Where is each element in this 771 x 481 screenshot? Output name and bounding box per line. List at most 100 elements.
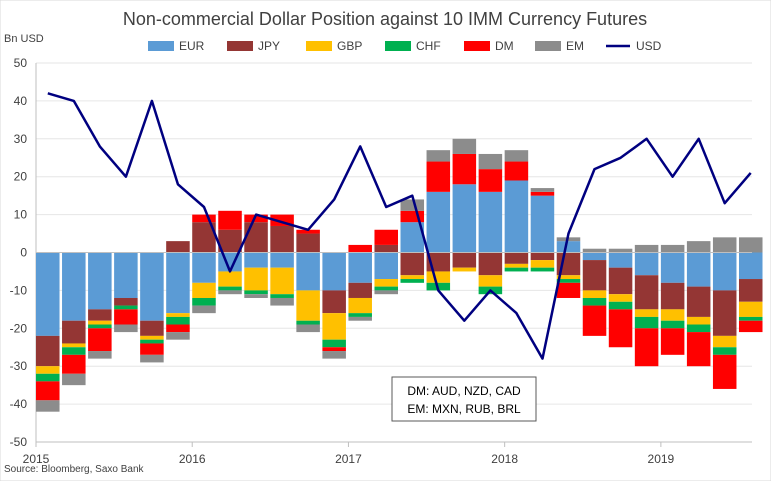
bar-chf [192,297,216,306]
legend-swatch-gbp [306,41,332,51]
y-tick-label: -30 [10,359,28,373]
bar-chf [114,305,138,310]
bar-dm [114,309,138,325]
bar-chf [634,316,659,329]
bar-jpy [140,320,164,336]
bar-dm [322,347,346,352]
bar-dm [270,214,294,226]
y-tick-label: 0 [20,246,27,260]
bar-dm [634,328,659,367]
bar-eur [296,252,320,291]
y-tick-label: -20 [10,321,28,335]
bar-em [400,199,425,211]
x-tick-label: 2018 [491,452,518,466]
bar-jpy [322,290,346,314]
stacked-bars [36,138,763,412]
bar-em [660,244,685,253]
bar-chf [36,373,60,382]
y-tick-label: -50 [10,435,28,449]
bar-eur [244,252,268,268]
bar-gbp [400,275,425,280]
bar-em [36,400,60,412]
bar-eur [166,252,190,314]
bar-em [712,237,737,253]
annotation-frame [391,376,537,422]
y-tick-label: 10 [14,208,28,222]
bar-gbp [556,275,581,280]
bar-chf [504,267,529,272]
bar-gbp [322,313,346,340]
bar-chf [88,324,112,329]
bar-jpy [686,286,711,317]
x-axis: 2015 2016 2017 2018 2019 [23,441,752,466]
bar-em [504,150,529,162]
bar-gbp [166,313,190,317]
legend: EUR JPY GBP CHF DM EM USD [148,39,662,53]
bar-jpy [218,229,242,253]
x-tick-label: 2015 [23,452,50,466]
bar-chf [322,339,346,348]
bar-gbp [192,282,216,298]
bar-chf [62,347,86,355]
bar-jpy [348,282,372,298]
bar-jpy [660,282,685,310]
bar-jpy [634,275,659,310]
bar-jpy [400,252,425,276]
bar-gbp [504,263,529,268]
bar-gbp [36,366,60,374]
bar-em [478,153,503,170]
y-tick-label: 40 [14,94,28,108]
bar-eur [452,184,477,253]
bar-gbp [660,309,685,321]
series-line-usd [47,92,752,360]
legend-label-em: EM [566,39,584,53]
bar-chf [660,320,685,329]
bar-em [634,244,659,253]
bar-eur [270,252,294,268]
bar-em [114,324,138,333]
x-tick-label: 2016 [179,452,206,466]
bar-chf [374,286,398,291]
bar-eur [504,180,529,253]
bar-eur [374,252,398,280]
bar-em [582,248,607,253]
bar-dm [582,305,607,336]
bar-jpy [582,260,607,291]
usd-line [47,92,752,360]
bar-gbp [296,290,320,321]
bar-gbp [686,316,711,325]
legend-swatch-dm [464,41,490,51]
bar-eur [686,252,711,287]
bar-chf [140,339,164,344]
bar-em [296,324,320,333]
bar-gbp [270,267,294,295]
bar-em [244,294,268,298]
bar-eur [608,252,633,268]
bar-em [88,351,112,359]
bar-chf [608,301,633,310]
y-tick-label: 20 [14,170,28,184]
bar-gbp [608,294,633,302]
bar-em [530,188,555,192]
bar-chf [166,316,190,325]
bar-jpy [738,279,763,302]
bar-em [608,248,633,253]
bar-jpy [452,252,477,268]
bar-eur [114,252,138,298]
bar-chf [556,279,581,283]
bar-eur [88,252,112,310]
bar-jpy [712,290,737,336]
bar-dm [556,282,581,298]
bar-chf [738,316,763,321]
bar-dm [88,328,112,352]
bar-chf [530,267,555,272]
bar-eur [556,241,581,253]
bar-em [218,290,242,295]
annotation-box: DM: AUD, NZD, CAD EM: MXN, RUB, BRL [391,376,537,422]
legend-swatch-jpy [227,41,253,51]
legend-swatch-em [535,41,561,51]
bar-gbp [62,343,86,348]
legend-label-dm: DM [495,39,514,53]
bar-em [452,138,477,154]
bar-dm [738,320,763,333]
